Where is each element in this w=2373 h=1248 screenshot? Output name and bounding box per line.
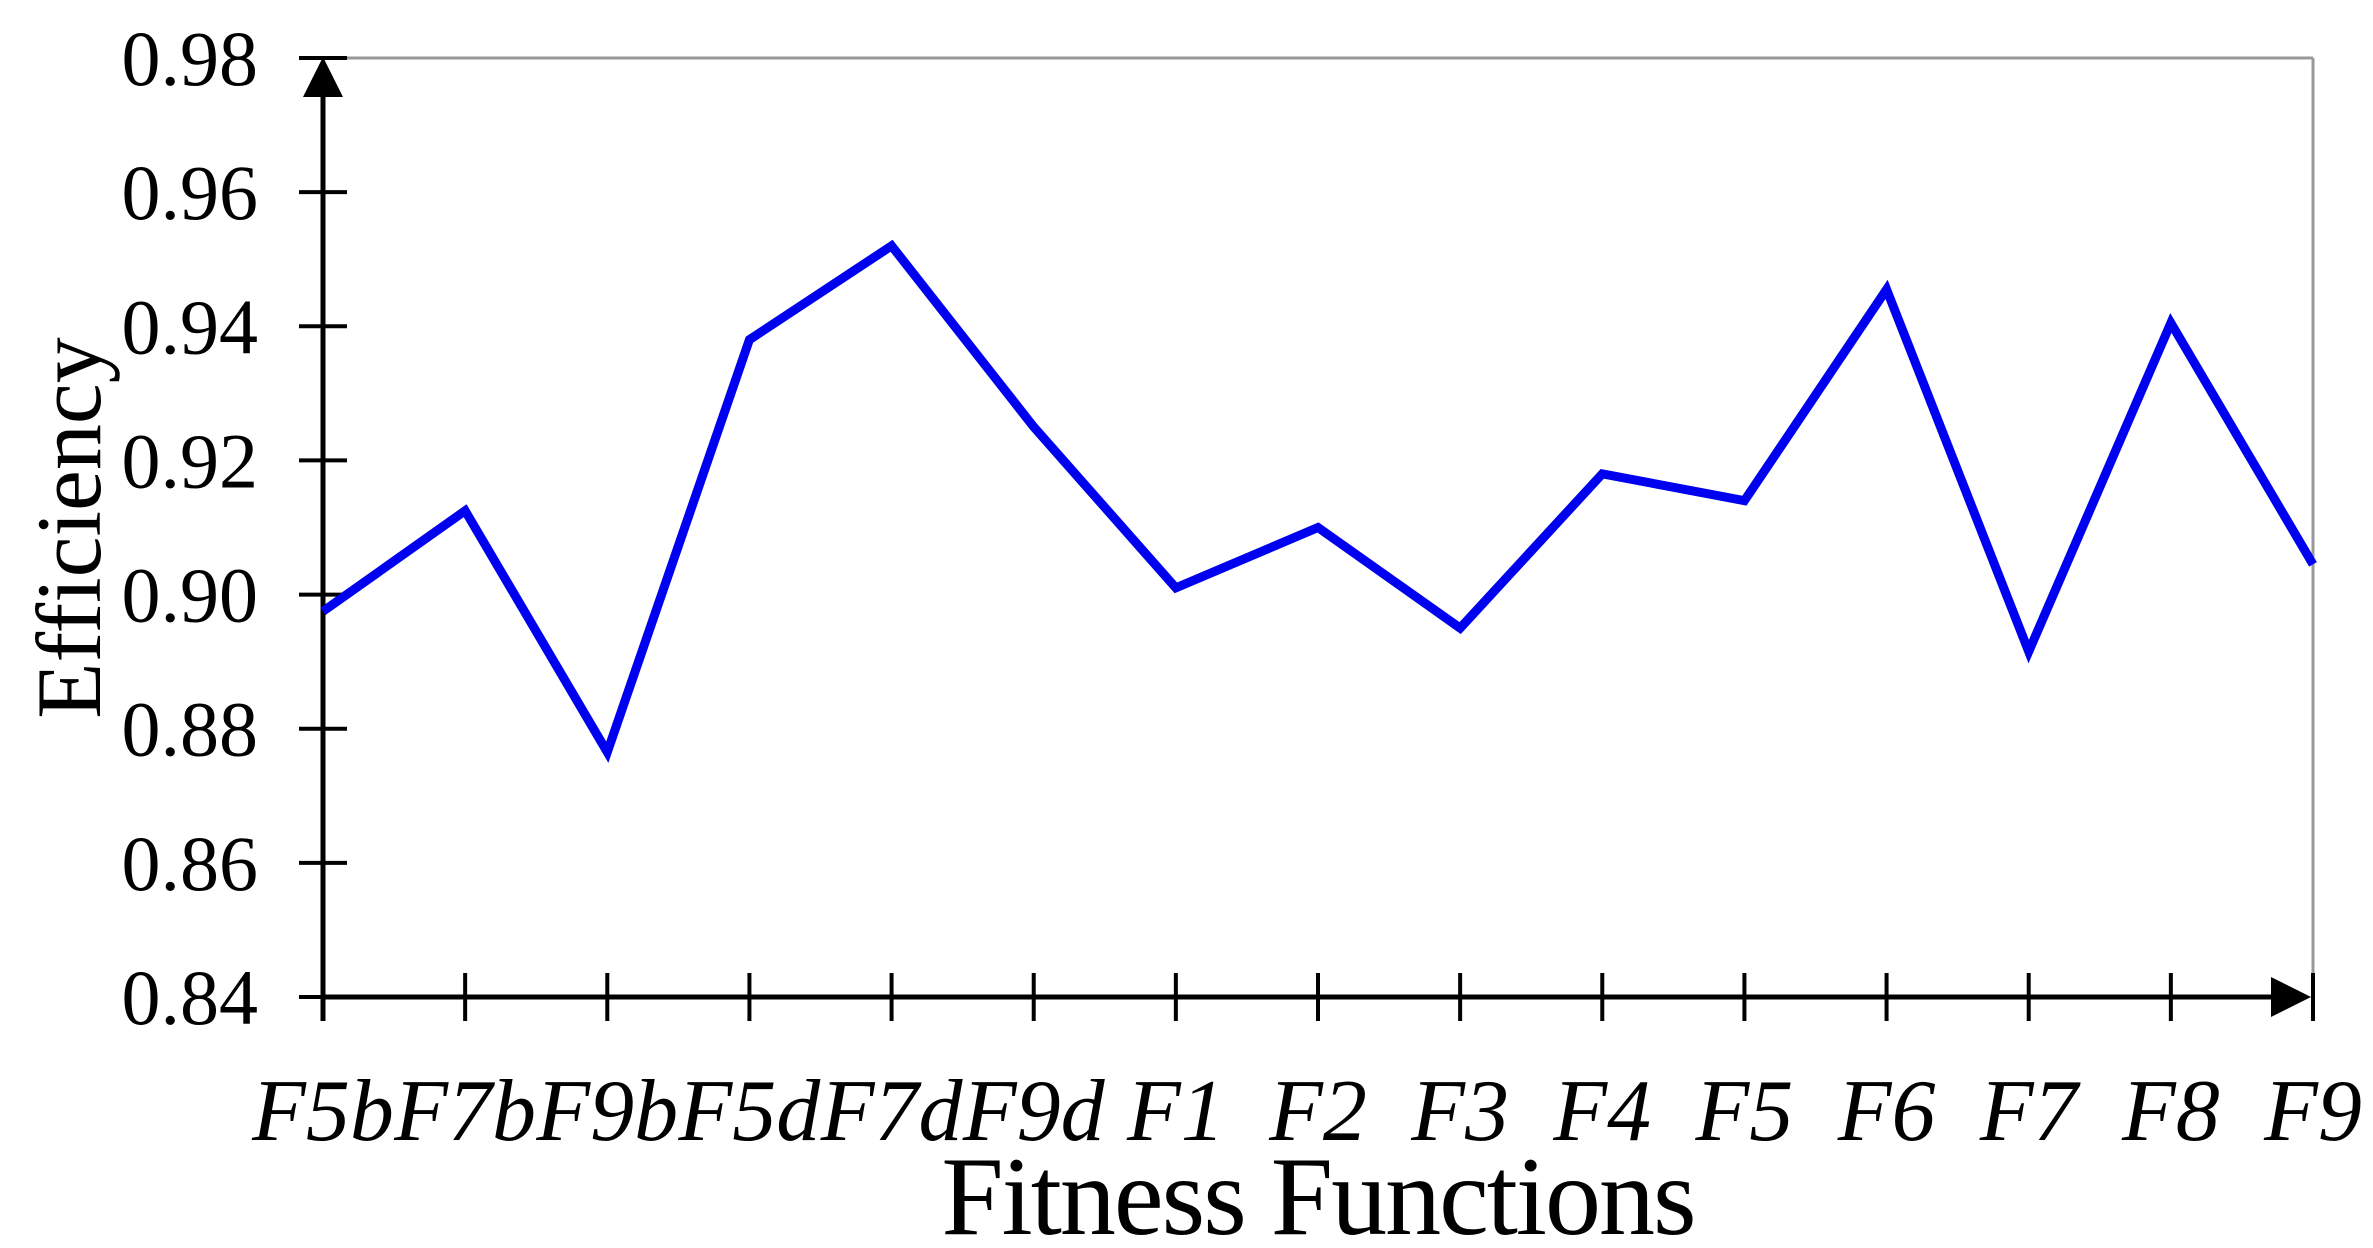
x-tick-label-F7b: F7b — [393, 1063, 536, 1160]
x-tick-label-F5b: F5b — [251, 1063, 394, 1160]
x-tick-label-F3: F3 — [1410, 1063, 1509, 1160]
x-tick-label-F4: F4 — [1552, 1063, 1651, 1160]
y-tick-label-0.94: 0.94 — [122, 283, 259, 370]
x-axis-title: Fitness Functions — [941, 1135, 1694, 1248]
y-tick-label-0.98: 0.98 — [122, 15, 259, 102]
plot-border — [323, 56, 2315, 997]
x-tick-label-F9d: F9d — [962, 1063, 1106, 1160]
axes — [303, 57, 2311, 1021]
x-tick-label-F6: F6 — [1837, 1063, 1936, 1160]
x-tick-label-F2: F2 — [1268, 1063, 1367, 1160]
x-tick-label-F1: F1 — [1126, 1063, 1225, 1160]
y-axis-arrow — [303, 57, 343, 97]
axis-ticks — [299, 56, 2315, 1021]
x-tick-label-F5: F5 — [1695, 1063, 1794, 1160]
x-axis-arrow — [2271, 977, 2311, 1017]
y-tick-label-0.84: 0.84 — [122, 954, 259, 1041]
efficiency-line — [320, 239, 2317, 763]
x-tick-label-F9b: F9b — [535, 1063, 678, 1160]
y-tick-label-0.96: 0.96 — [122, 149, 259, 236]
x-tick-label-F5d: F5d — [678, 1063, 822, 1160]
y-tick-label-0.86: 0.86 — [122, 820, 259, 907]
y-tick-label-0.92: 0.92 — [122, 417, 259, 504]
y-tick-label-0.90: 0.90 — [122, 552, 259, 639]
x-tick-label-F7d: F7d — [820, 1063, 964, 1160]
x-tick-label-F7: F7 — [1979, 1063, 2082, 1160]
data-series — [320, 239, 2317, 763]
y-tick-label-0.88: 0.88 — [122, 686, 259, 773]
y-axis-title: Efficiency — [18, 337, 120, 718]
x-tick-label-F8: F8 — [2121, 1063, 2220, 1160]
x-tick-label-F9: F9 — [2263, 1063, 2362, 1160]
